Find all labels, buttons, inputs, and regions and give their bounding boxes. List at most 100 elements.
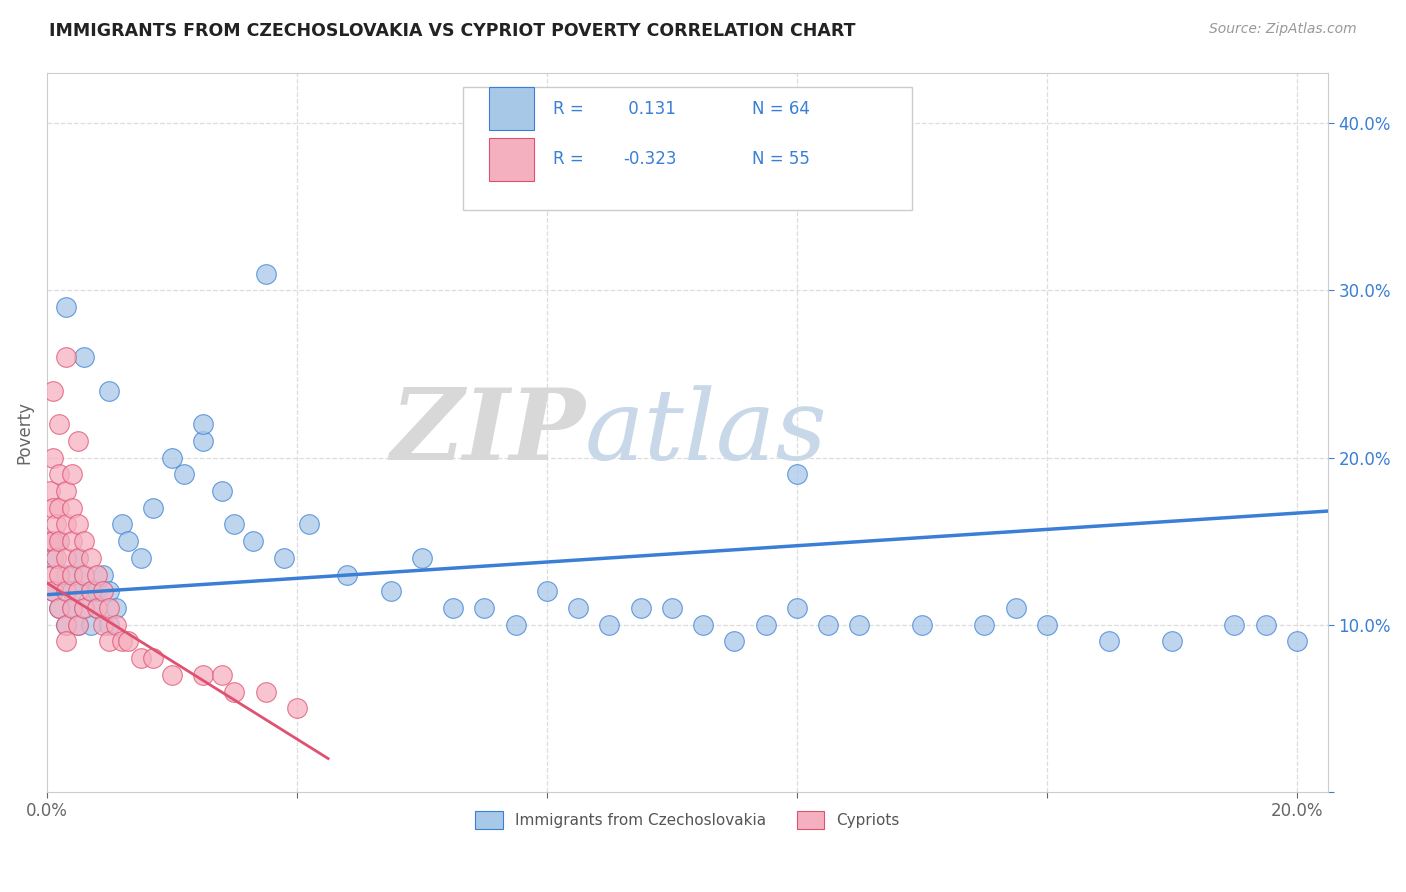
Point — [86, 584, 108, 599]
Point — [48, 601, 70, 615]
Point — [567, 601, 589, 615]
Point — [55, 300, 77, 314]
Point — [191, 417, 214, 431]
Point — [242, 534, 264, 549]
Point — [191, 668, 214, 682]
Point — [98, 584, 121, 599]
Text: atlas: atlas — [585, 384, 828, 480]
Point — [129, 651, 152, 665]
Point — [67, 617, 90, 632]
Point — [67, 617, 90, 632]
Text: Source: ZipAtlas.com: Source: ZipAtlas.com — [1209, 22, 1357, 37]
Point — [117, 534, 139, 549]
Point — [723, 634, 745, 648]
Point — [911, 617, 934, 632]
Point — [298, 517, 321, 532]
Legend: Immigrants from Czechoslovakia, Cypriots: Immigrants from Czechoslovakia, Cypriots — [470, 805, 905, 835]
Point — [191, 434, 214, 448]
Point — [441, 601, 464, 615]
Point — [142, 651, 165, 665]
Point — [48, 534, 70, 549]
Point — [142, 500, 165, 515]
Point — [1254, 617, 1277, 632]
Text: IMMIGRANTS FROM CZECHOSLOVAKIA VS CYPRIOT POVERTY CORRELATION CHART: IMMIGRANTS FROM CZECHOSLOVAKIA VS CYPRIO… — [49, 22, 856, 40]
Point — [1004, 601, 1026, 615]
Point — [211, 668, 233, 682]
Text: ZIP: ZIP — [389, 384, 585, 481]
Text: -0.323: -0.323 — [623, 150, 676, 169]
Point — [1036, 617, 1059, 632]
Point — [55, 483, 77, 498]
Point — [79, 584, 101, 599]
Point — [474, 601, 496, 615]
Point — [73, 350, 96, 364]
Point — [67, 517, 90, 532]
Text: N = 64: N = 64 — [752, 100, 810, 118]
Point — [285, 701, 308, 715]
Point — [98, 617, 121, 632]
Point — [211, 483, 233, 498]
Point — [630, 601, 652, 615]
Point — [98, 384, 121, 398]
Point — [73, 534, 96, 549]
Point — [336, 567, 359, 582]
Point — [73, 601, 96, 615]
Point — [111, 634, 134, 648]
Point — [91, 617, 114, 632]
Point — [67, 434, 90, 448]
Point — [755, 617, 778, 632]
Point — [60, 467, 83, 482]
Text: N = 55: N = 55 — [752, 150, 810, 169]
Point — [67, 584, 90, 599]
Text: R =: R = — [553, 150, 583, 169]
Point — [55, 617, 77, 632]
Point — [48, 601, 70, 615]
FancyBboxPatch shape — [464, 87, 911, 210]
Point — [42, 450, 65, 465]
Point — [692, 617, 714, 632]
Point — [73, 601, 96, 615]
Point — [55, 350, 77, 364]
Point — [67, 550, 90, 565]
Point — [42, 500, 65, 515]
Point — [505, 617, 527, 632]
Point — [55, 567, 77, 582]
Point — [45, 550, 67, 565]
Point — [73, 567, 96, 582]
Point — [661, 601, 683, 615]
Point — [786, 467, 808, 482]
Point — [55, 634, 77, 648]
Point — [60, 567, 83, 582]
Point — [98, 601, 121, 615]
Point — [848, 617, 870, 632]
Point — [254, 267, 277, 281]
Point — [536, 584, 558, 599]
Point — [42, 384, 65, 398]
Point — [39, 483, 62, 498]
Text: R =: R = — [553, 100, 583, 118]
Point — [129, 550, 152, 565]
Point — [60, 584, 83, 599]
Point — [160, 450, 183, 465]
Point — [60, 601, 83, 615]
Point — [45, 517, 67, 532]
Point — [42, 534, 65, 549]
Point — [55, 550, 77, 565]
Point — [104, 617, 127, 632]
Point — [42, 584, 65, 599]
Point — [48, 467, 70, 482]
Point — [117, 634, 139, 648]
Point — [42, 584, 65, 599]
Point — [1160, 634, 1182, 648]
Point — [160, 668, 183, 682]
Point — [73, 567, 96, 582]
Point — [86, 567, 108, 582]
Point — [48, 534, 70, 549]
Point — [48, 500, 70, 515]
Point — [55, 517, 77, 532]
Point — [60, 500, 83, 515]
Point — [60, 534, 83, 549]
Point — [55, 617, 77, 632]
Point — [1098, 634, 1121, 648]
Point — [224, 517, 246, 532]
